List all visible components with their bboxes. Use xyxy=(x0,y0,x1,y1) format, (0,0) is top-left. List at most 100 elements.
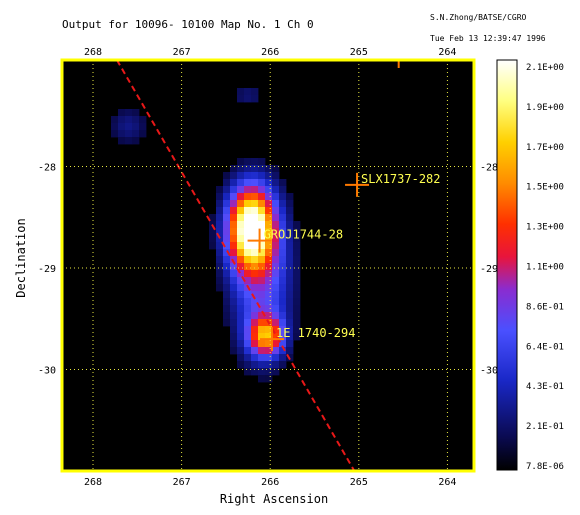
map-cell xyxy=(223,277,231,285)
map-cell xyxy=(265,207,273,215)
map-cell xyxy=(237,95,245,103)
map-cell xyxy=(279,179,287,187)
map-cell xyxy=(230,193,238,201)
map-cell xyxy=(223,270,231,278)
map-cell xyxy=(237,242,245,250)
map-cell xyxy=(272,284,280,292)
map-cell xyxy=(272,326,280,334)
map-cell xyxy=(272,319,280,327)
y-tick-label-left: -30 xyxy=(38,366,56,377)
map-cell xyxy=(237,270,245,278)
map-cell xyxy=(279,263,287,271)
map-cell xyxy=(237,277,245,285)
map-cell xyxy=(237,284,245,292)
map-cell xyxy=(286,193,294,201)
map-cell xyxy=(230,207,238,215)
map-cell xyxy=(258,277,266,285)
map-cell xyxy=(125,137,133,145)
map-cell xyxy=(286,249,294,257)
map-cell xyxy=(237,193,245,201)
map-cell xyxy=(237,235,245,243)
map-cell xyxy=(265,284,273,292)
map-cell xyxy=(265,340,273,348)
map-cell xyxy=(279,291,287,299)
map-cell xyxy=(216,186,224,194)
map-cell xyxy=(237,179,245,187)
map-cell xyxy=(244,312,252,320)
map-cell xyxy=(279,361,287,369)
map-cell xyxy=(132,116,140,124)
map-cell xyxy=(216,193,224,201)
plot-frame xyxy=(60,58,476,473)
map-cell xyxy=(279,333,287,341)
map-cell xyxy=(258,263,266,271)
map-cell xyxy=(272,249,280,257)
map-cell xyxy=(244,228,252,236)
map-cell xyxy=(265,214,273,222)
source-label: 1E 1740-294 xyxy=(276,326,355,340)
map-cell xyxy=(265,305,273,313)
colorbar-tick-label: 1.1E+00 xyxy=(526,263,564,273)
map-cell xyxy=(125,130,133,138)
galactic-plane-line xyxy=(116,59,356,472)
map-cell xyxy=(216,256,224,264)
map-cell xyxy=(244,249,252,257)
map-cell xyxy=(279,298,287,306)
map-cell xyxy=(244,200,252,208)
map-cell xyxy=(223,207,231,215)
map-cell xyxy=(244,221,252,229)
map-cell xyxy=(251,298,259,306)
map-cell xyxy=(209,235,217,243)
map-cell xyxy=(286,312,294,320)
map-cell xyxy=(258,249,266,257)
map-cell xyxy=(272,312,280,320)
map-cell xyxy=(230,319,238,327)
map-cell xyxy=(272,200,280,208)
map-cell xyxy=(265,354,273,362)
map-cell xyxy=(251,242,259,250)
map-cell xyxy=(244,354,252,362)
map-cell xyxy=(293,305,301,313)
map-cell xyxy=(209,214,217,222)
map-cell xyxy=(216,235,224,243)
map-cell xyxy=(265,326,273,334)
map-cell xyxy=(237,340,245,348)
map-cell xyxy=(258,319,266,327)
map-cell xyxy=(237,221,245,229)
map-cell xyxy=(258,158,266,166)
map-cell xyxy=(265,235,273,243)
map-cell xyxy=(272,291,280,299)
map-cell xyxy=(111,116,119,124)
map-cell xyxy=(244,326,252,334)
map-cell xyxy=(272,298,280,306)
map-cell xyxy=(125,123,133,131)
map-cell xyxy=(258,179,266,187)
map-cell xyxy=(230,347,238,355)
map-cell xyxy=(293,235,301,243)
map-cell xyxy=(272,179,280,187)
map-cell xyxy=(251,277,259,285)
map-cell xyxy=(251,235,259,243)
map-cell xyxy=(279,270,287,278)
map-cell xyxy=(293,242,301,250)
map-cell xyxy=(237,165,245,173)
colorbar-gradient xyxy=(496,59,518,471)
map-cell xyxy=(265,200,273,208)
map-cell xyxy=(244,186,252,194)
map-cell xyxy=(279,277,287,285)
map-cell xyxy=(244,361,252,369)
map-cell xyxy=(265,368,273,376)
map-cell xyxy=(230,298,238,306)
y-tick-label-right: -29 xyxy=(480,264,498,275)
map-cell xyxy=(279,340,287,348)
map-cell xyxy=(230,263,238,271)
map-cell xyxy=(223,228,231,236)
map-cell xyxy=(286,291,294,299)
map-cell xyxy=(251,354,259,362)
map-cell xyxy=(258,165,266,173)
map-cell xyxy=(265,333,273,341)
map-cell xyxy=(258,214,266,222)
map-cell xyxy=(251,207,259,215)
map-cell xyxy=(223,193,231,201)
